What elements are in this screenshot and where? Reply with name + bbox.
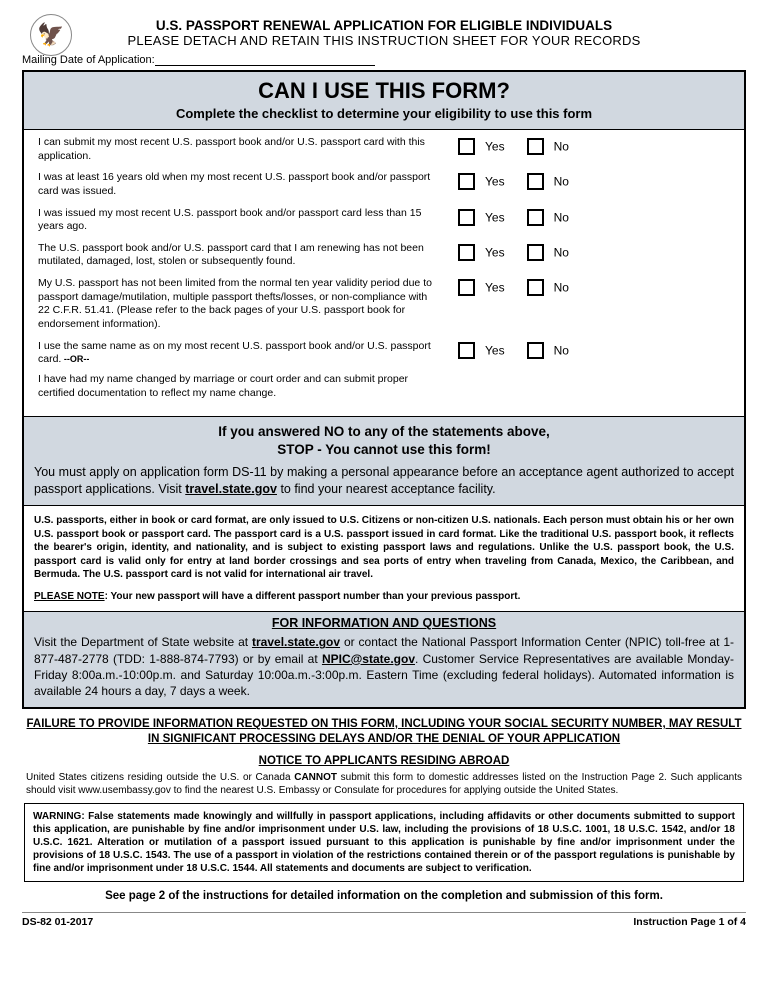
info-questions-heading: FOR INFORMATION AND QUESTIONS (34, 616, 734, 630)
checklist-row: I use the same name as on my most recent… (38, 340, 730, 401)
no-label: No (554, 245, 569, 259)
no-label: No (554, 175, 569, 189)
abroad-notice-body: United States citizens residing outside … (26, 771, 742, 797)
stop-section: If you answered NO to any of the stateme… (24, 417, 744, 506)
abroad-notice-heading: NOTICE TO APPLICANTS RESIDING ABROAD (22, 755, 746, 767)
checklist-text: I was issued my most recent U.S. passpor… (38, 207, 458, 234)
checklist-text-alt: I have had my name changed by marriage o… (38, 373, 438, 400)
no-checkbox[interactable] (527, 173, 544, 190)
mailing-date-label: Mailing Date of Application: (22, 54, 155, 66)
yes-no-group: Yes No (458, 277, 569, 296)
yes-label: Yes (485, 281, 505, 295)
checklist-text: I use the same name as on my most recent… (38, 340, 458, 401)
page-number: Instruction Page 1 of 4 (633, 916, 746, 928)
checklist-row: The U.S. passport book and/or U.S. passp… (38, 242, 730, 269)
question-subtitle: Complete the checklist to determine your… (28, 106, 740, 121)
yes-checkbox[interactable] (458, 209, 475, 226)
yes-no-group: Yes No (458, 207, 569, 226)
or-separator: --OR-- (61, 354, 89, 364)
mailing-date-row: Mailing Date of Application: (22, 54, 746, 66)
npic-email-link[interactable]: NPIC@state.gov (322, 652, 415, 666)
checklist-text: I can submit my most recent U.S. passpor… (38, 136, 458, 163)
no-checkbox[interactable] (527, 279, 544, 296)
please-note: PLEASE NOTE: Your new passport will have… (34, 590, 734, 604)
travel-state-link[interactable]: travel.state.gov (185, 482, 277, 496)
yes-checkbox[interactable] (458, 138, 475, 155)
us-seal-icon: 🦅 (30, 14, 72, 56)
question-header: CAN I USE THIS FORM? Complete the checkl… (24, 72, 744, 130)
see-page-2: See page 2 of the instructions for detai… (22, 890, 746, 902)
no-checkbox[interactable] (527, 342, 544, 359)
yes-label: Yes (485, 175, 505, 189)
header-subtitle: PLEASE DETACH AND RETAIN THIS INSTRUCTIO… (22, 33, 746, 48)
yes-label: Yes (485, 245, 505, 259)
checklist-text: The U.S. passport book and/or U.S. passp… (38, 242, 458, 269)
passport-info-paragraph: U.S. passports, either in book or card f… (24, 506, 744, 612)
travel-state-link-2[interactable]: travel.state.gov (252, 635, 340, 649)
page-header: 🦅 U.S. PASSPORT RENEWAL APPLICATION FOR … (22, 18, 746, 48)
yes-no-group: Yes No (458, 242, 569, 261)
no-label: No (554, 343, 569, 357)
no-label: No (554, 210, 569, 224)
yes-checkbox[interactable] (458, 279, 475, 296)
checklist-text: I was at least 16 years old when my most… (38, 171, 458, 198)
yes-label: Yes (485, 140, 505, 154)
no-label: No (554, 281, 569, 295)
page-footer: DS-82 01-2017 Instruction Page 1 of 4 (22, 912, 746, 928)
yes-label: Yes (485, 210, 505, 224)
no-checkbox[interactable] (527, 244, 544, 261)
yes-checkbox[interactable] (458, 244, 475, 261)
yes-checkbox[interactable] (458, 173, 475, 190)
question-title: CAN I USE THIS FORM? (28, 78, 740, 104)
checklist-row: I was issued my most recent U.S. passpor… (38, 207, 730, 234)
header-title: U.S. PASSPORT RENEWAL APPLICATION FOR EL… (22, 18, 746, 33)
no-label: No (554, 140, 569, 154)
stop-heading: If you answered NO to any of the stateme… (34, 423, 734, 459)
yes-no-group: Yes No (458, 171, 569, 190)
form-number: DS-82 01-2017 (22, 916, 93, 928)
mailing-date-field[interactable] (155, 65, 375, 66)
info-questions-section: FOR INFORMATION AND QUESTIONS Visit the … (24, 612, 744, 707)
checklist-row: I can submit my most recent U.S. passpor… (38, 136, 730, 163)
warning-box: WARNING: False statements made knowingly… (24, 803, 744, 882)
checklist-row: I was at least 16 years old when my most… (38, 171, 730, 198)
info-questions-body: Visit the Department of State website at… (34, 634, 734, 699)
yes-label: Yes (485, 343, 505, 357)
yes-checkbox[interactable] (458, 342, 475, 359)
no-checkbox[interactable] (527, 209, 544, 226)
no-checkbox[interactable] (527, 138, 544, 155)
checklist-text: My U.S. passport has not been limited fr… (38, 277, 458, 332)
stop-body: You must apply on application form DS-11… (34, 464, 734, 498)
yes-no-group: Yes No (458, 340, 569, 359)
failure-notice: FAILURE TO PROVIDE INFORMATION REQUESTED… (26, 717, 742, 747)
checklist-row: My U.S. passport has not been limited fr… (38, 277, 730, 332)
eligibility-checklist: I can submit my most recent U.S. passpor… (24, 130, 744, 417)
yes-no-group: Yes No (458, 136, 569, 155)
main-form-box: CAN I USE THIS FORM? Complete the checkl… (22, 70, 746, 709)
